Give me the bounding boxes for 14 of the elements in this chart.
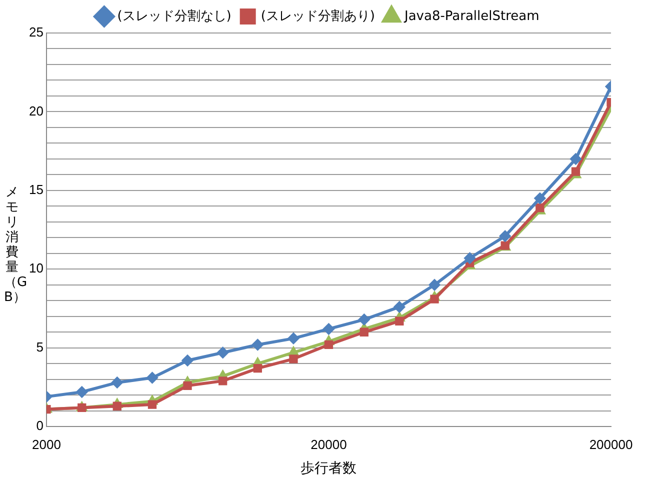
y-tick-label: 5 bbox=[36, 339, 44, 354]
x-axis-title: 歩行者数 bbox=[300, 459, 357, 476]
y-tick-label: 25 bbox=[28, 24, 44, 40]
legend-label: (スレッド分割あり) bbox=[260, 8, 375, 24]
y-tick-label: 10 bbox=[28, 260, 44, 276]
y-tick-label: 20 bbox=[28, 103, 44, 118]
y-axis-title: メモリ消費量（GB） bbox=[4, 185, 28, 305]
legend-label: (スレッド分割なし) bbox=[117, 8, 232, 24]
x-tick-label: 2000 bbox=[32, 436, 61, 452]
legend-label: Java8-ParallelStream bbox=[403, 8, 540, 24]
y-tick-label: 0 bbox=[36, 418, 44, 434]
x-tick-label: 20000 bbox=[310, 436, 347, 452]
x-tick-label: 200000 bbox=[589, 436, 633, 452]
y-tick-label: 15 bbox=[28, 182, 44, 198]
